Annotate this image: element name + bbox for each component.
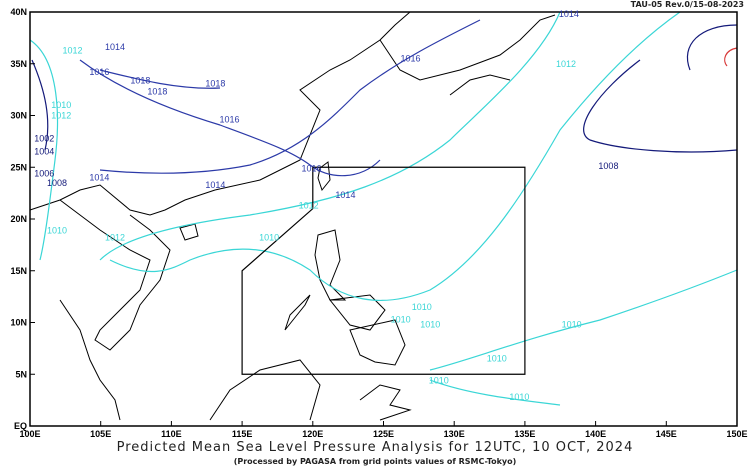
- hainan: [179, 223, 199, 241]
- isobar-label: 1008: [598, 161, 618, 171]
- taiwan: [317, 161, 331, 192]
- lat-tick-label: 20N: [10, 214, 27, 224]
- lon-tick-label: 130E: [444, 429, 465, 439]
- low-center: [724, 47, 738, 67]
- isobar-label: 1010: [391, 314, 411, 324]
- isobar-1010: [109, 11, 681, 301]
- contour-labels: 1014 1012 1014 1016 1018 1018 1018 1016 1016 1012…: [34, 9, 618, 402]
- isobar-label: 1014: [205, 180, 225, 190]
- isobar-label: 1010: [51, 100, 71, 110]
- philippines-mindanao: [349, 319, 406, 366]
- isobar-label: 1012: [105, 233, 125, 243]
- coast-asia: [29, 11, 411, 216]
- isobar-label: 1010: [47, 225, 67, 235]
- isobar-label: 1012: [63, 45, 83, 55]
- isobar-label: 1010: [562, 320, 582, 330]
- korea-japan: [379, 14, 556, 96]
- isobar-1012-north: [99, 11, 561, 261]
- chart-title: Predicted Mean Sea Level Pressure Analys…: [116, 440, 634, 455]
- palawan: [284, 294, 311, 331]
- low-rings: [686, 24, 738, 71]
- isobar-label: 1014: [559, 9, 579, 19]
- isobar-1018: [99, 69, 221, 89]
- area-of-responsibility-boundary: [241, 166, 526, 375]
- lon-tick-label: 120E: [302, 429, 323, 439]
- revision-label: TAU-05 Rev.0/15-08-2023: [630, 0, 744, 9]
- lon-tick-label: 150E: [726, 429, 747, 439]
- philippines-visayas: [329, 294, 386, 331]
- lon-tick-label: 140E: [585, 429, 606, 439]
- philippines-luzon: [314, 229, 347, 301]
- isobar-label: 1004: [34, 147, 54, 157]
- isobar-label: 1010: [429, 375, 449, 385]
- lat-tick-label: 15N: [10, 266, 27, 276]
- coastlines: [29, 11, 556, 421]
- isobar-1010-south: [429, 269, 738, 371]
- lon-tick-label: 145E: [656, 429, 677, 439]
- isobar-label: 1014: [335, 190, 355, 200]
- isobar-label: 1014: [105, 42, 125, 52]
- isobar-label: 1006: [34, 168, 54, 178]
- lon-tick-label: 100E: [19, 429, 40, 439]
- isobar-label: 1018: [205, 78, 225, 88]
- isobar-1014: [99, 19, 481, 174]
- axis-ticks: 100E 105E 110E 115E 120E 125E 130E 135E 140E 145E…: [10, 7, 747, 439]
- isobar-1010-se: [429, 379, 561, 406]
- isobar-label: 1012: [51, 111, 71, 121]
- isobar-label: 1010: [487, 354, 507, 364]
- isobar-label: 1016: [89, 67, 109, 77]
- isobar-label: 1010: [412, 302, 432, 312]
- lat-tick-label: 40N: [10, 7, 27, 17]
- isobar-label: 1008: [47, 178, 67, 188]
- lat-tick-label: 35N: [10, 59, 27, 69]
- isobar-label: 1010: [420, 320, 440, 330]
- lat-tick-label: 10N: [10, 318, 27, 328]
- isobar-label: 1010: [259, 233, 279, 243]
- isobar-label: 1016: [301, 163, 321, 173]
- isobar-1012-west: [29, 39, 59, 261]
- isobar-label: 1018: [130, 75, 150, 85]
- isobar-label: 1012: [299, 201, 319, 211]
- isobar-label: 1002: [34, 133, 54, 143]
- lon-tick-label: 110E: [161, 429, 182, 439]
- lon-tick-label: 115E: [232, 429, 253, 439]
- lat-tick-label: 5N: [15, 369, 27, 379]
- lat-tick-label: EQ: [14, 421, 27, 431]
- tight-gradient-west: [31, 59, 49, 151]
- map-canvas: 100E 105E 110E 115E 120E 125E 130E 135E 140E 145E…: [10, 7, 747, 439]
- isobars: [29, 11, 738, 406]
- isobar-label: 1010: [509, 392, 529, 402]
- lon-tick-label: 125E: [373, 429, 394, 439]
- isobar-1016: [79, 59, 381, 177]
- lon-tick-label: 135E: [514, 429, 535, 439]
- isobar-label: 1016: [400, 54, 420, 64]
- coast-malay: [59, 299, 121, 421]
- isobar-label: 1012: [556, 59, 576, 69]
- coast-indochina: [59, 199, 171, 351]
- borneo: [209, 359, 321, 421]
- lat-tick-label: 25N: [10, 162, 27, 172]
- lat-tick-label: 30N: [10, 111, 27, 121]
- isobar-label: 1018: [147, 87, 167, 97]
- isobar-label: 1014: [89, 173, 109, 183]
- chart-subtitle: (Processed by PAGASA from grid points va…: [233, 457, 517, 466]
- sulawesi: [359, 384, 412, 421]
- isobar-label: 1016: [219, 115, 239, 125]
- lon-tick-label: 105E: [90, 429, 111, 439]
- isobar-1008: [583, 59, 738, 153]
